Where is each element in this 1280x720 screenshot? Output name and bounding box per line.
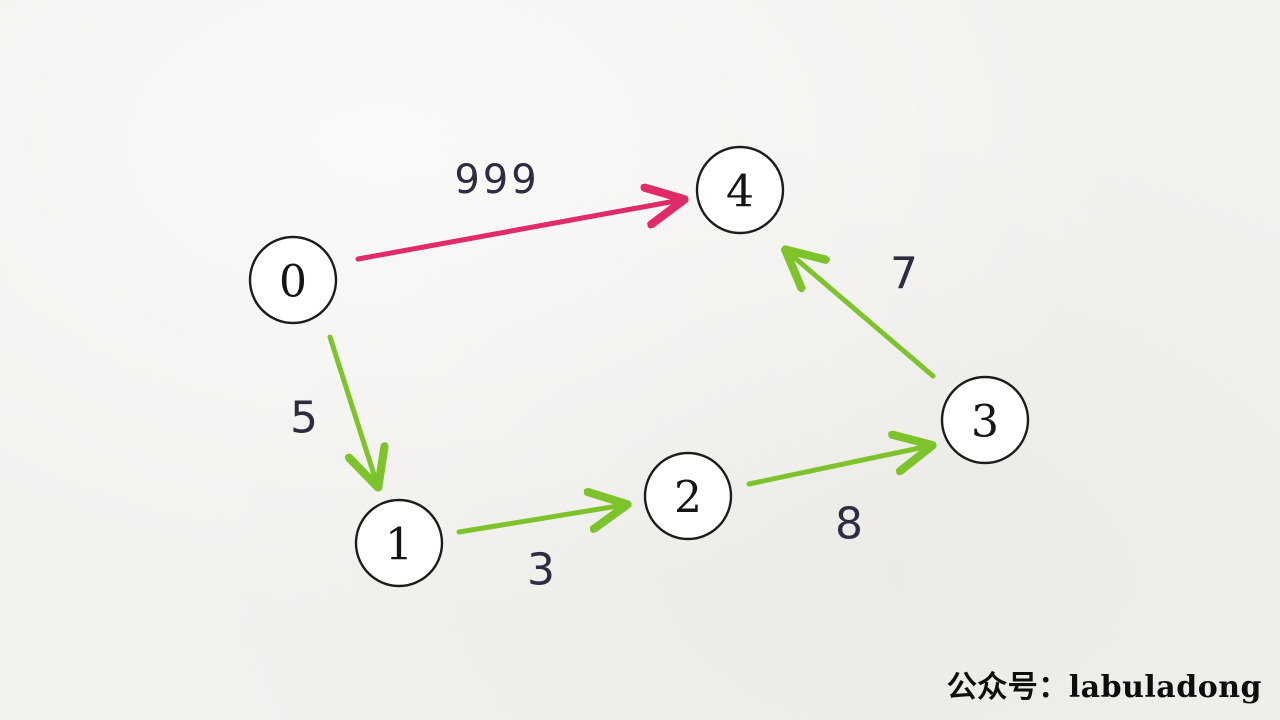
- edge-0-to-1: [327, 334, 377, 484]
- node-circle-3: [940, 375, 1030, 465]
- node-3: 3: [940, 375, 1030, 465]
- node-circle-2: [643, 451, 733, 541]
- edge-0-to-4: [355, 200, 681, 262]
- edge-3-to-4: [788, 252, 936, 379]
- node-4: 4: [695, 145, 785, 235]
- edge-weight-1-to-2: 3: [527, 545, 555, 596]
- edge-weight-0-to-4: 999: [454, 157, 539, 203]
- node-label-1: 1: [385, 520, 413, 571]
- edge-1-to-2: [456, 505, 624, 535]
- node-label-3: 3: [971, 397, 999, 448]
- node-2: 2: [643, 451, 733, 541]
- edge-weight-3-to-4: 7: [890, 249, 918, 300]
- edge-weight-0-to-1: 5: [290, 393, 318, 444]
- node-label-0: 0: [279, 257, 307, 308]
- node-circle-4: [695, 145, 785, 235]
- nodes: 0 1 2 3 4: [248, 145, 1030, 588]
- node-1: 1: [354, 498, 444, 588]
- node-label-4: 4: [726, 167, 754, 218]
- node-circle-0: [248, 235, 338, 325]
- node-label-2: 2: [674, 473, 702, 524]
- node-0: 0: [248, 235, 338, 325]
- edge-weight-2-to-3: 8: [835, 499, 863, 550]
- node-circle-1: [354, 498, 444, 588]
- edges: [327, 200, 936, 535]
- edge-weights: 999 5 3 8 7: [290, 157, 918, 596]
- watermark: 公众号：labuladong: [946, 670, 1262, 705]
- edge-2-to-3: [746, 446, 929, 487]
